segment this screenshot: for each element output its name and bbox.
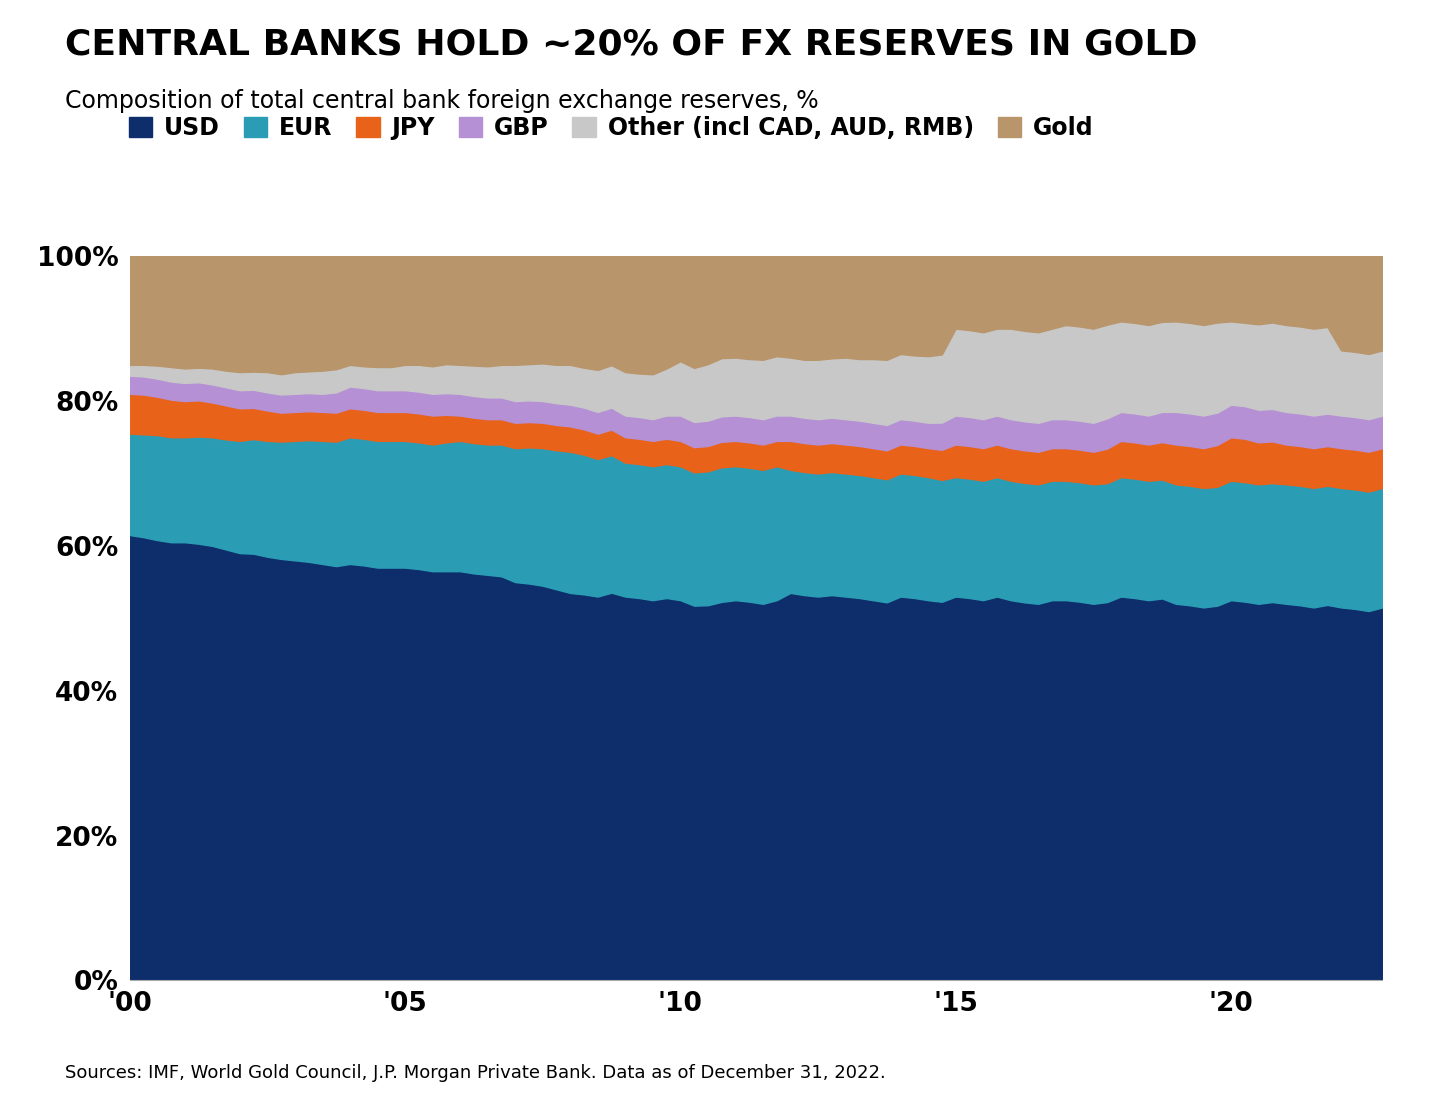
Legend: USD, EUR, JPY, GBP, Other (incl CAD, AUD, RMB), Gold: USD, EUR, JPY, GBP, Other (incl CAD, AUD… — [128, 116, 1094, 140]
Text: Composition of total central bank foreign exchange reserves, %: Composition of total central bank foreig… — [65, 89, 818, 114]
Text: CENTRAL BANKS HOLD ~20% OF FX RESERVES IN GOLD: CENTRAL BANKS HOLD ~20% OF FX RESERVES I… — [65, 28, 1197, 62]
Text: Sources: IMF, World Gold Council, J.P. Morgan Private Bank. Data as of December : Sources: IMF, World Gold Council, J.P. M… — [65, 1064, 886, 1082]
